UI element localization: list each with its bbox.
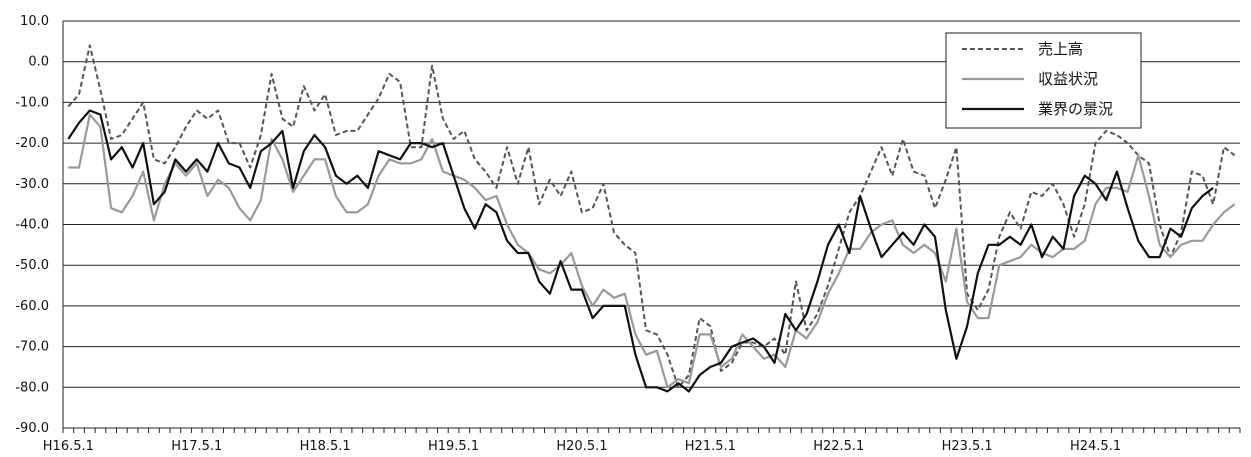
y-tick-label: -90.0	[15, 421, 49, 436]
series-lines	[67, 44, 1236, 393]
x-tick-label: H18.5.1	[300, 439, 351, 454]
y-tick-label: -70.0	[15, 340, 49, 355]
y-axis: 10.0 0.0 -10.0 -20.0 -30.0 -40.0 -50.0 -60.0 -70…	[15, 14, 64, 436]
x-tick-label: H22.5.1	[813, 439, 864, 454]
y-tick-label: 10.0	[20, 14, 49, 29]
y-tick-label: -40.0	[15, 218, 49, 233]
x-tick-label: H17.5.1	[171, 439, 222, 454]
gridlines	[63, 20, 1240, 429]
y-tick-label: -20.0	[15, 136, 49, 151]
legend-label-1: 売上高	[1038, 40, 1083, 58]
y-tick-label: -80.0	[15, 380, 49, 395]
legend-label-2: 収益状況	[1038, 70, 1098, 88]
y-tick-label: -60.0	[15, 299, 49, 314]
legend-label-3: 業界の景況	[1038, 100, 1113, 118]
x-tick-label: H23.5.1	[942, 439, 993, 454]
series-line-3	[67, 109, 1214, 393]
x-tick-label: H24.5.1	[1070, 439, 1121, 454]
x-axis: H16.5.1 H17.5.1 H18.5.1 H19.5.1 H20.5.1 H21.5…	[43, 428, 1241, 454]
x-tick-label: H20.5.1	[556, 439, 607, 454]
y-tick-label: -10.0	[15, 95, 49, 110]
y-tick-label: -30.0	[15, 177, 49, 192]
x-tick-label: H16.5.1	[43, 439, 94, 454]
y-tick-label: 0.0	[28, 55, 49, 70]
x-tick-label: H19.5.1	[428, 439, 479, 454]
y-tick-label: -50.0	[15, 258, 49, 273]
x-tick-label: H21.5.1	[685, 439, 736, 454]
